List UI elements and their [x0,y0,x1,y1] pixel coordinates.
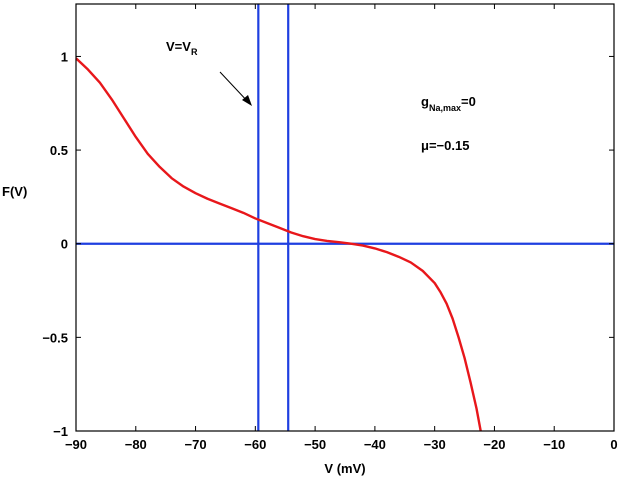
x-axis-label: V (mV) [324,461,365,476]
x-tick-label: 0 [610,437,617,452]
plot-frame [75,3,615,432]
series-group [75,57,482,432]
x-tick-label: −50 [304,437,326,452]
plot-area [76,4,614,431]
y-tick-label: −1 [53,424,68,439]
y-tick-label: 0 [61,237,68,252]
x-tick-label: −90 [65,437,87,452]
vr-label: V=VR [166,39,198,57]
x-tick-label: −60 [244,437,266,452]
y-axis: −1 −0.5 0 0.5 1 [42,49,614,439]
mu-annotation: μ=−0.15 [421,138,469,153]
vr-arrowhead [242,95,252,106]
x-tick-label: −10 [543,437,565,452]
x-tick-label: −70 [185,437,207,452]
vr-annotation: V=VR [166,39,252,106]
gna-annotation: gNa,max=0 [421,94,476,113]
y-tick-label: −0.5 [42,330,68,345]
x-axis: −90 −80 −70 −60 −50 −40 −30 −20 −10 0 [65,4,618,452]
x-tick-label: −80 [125,437,147,452]
y-tick-label: 1 [61,49,68,64]
x-tick-label: −40 [364,437,386,452]
y-tick-label: 0.5 [50,143,68,158]
series-line-0 [75,57,482,432]
y-axis-label: F(V) [2,184,27,199]
x-tick-label: −30 [424,437,446,452]
x-tick-label: −20 [483,437,505,452]
